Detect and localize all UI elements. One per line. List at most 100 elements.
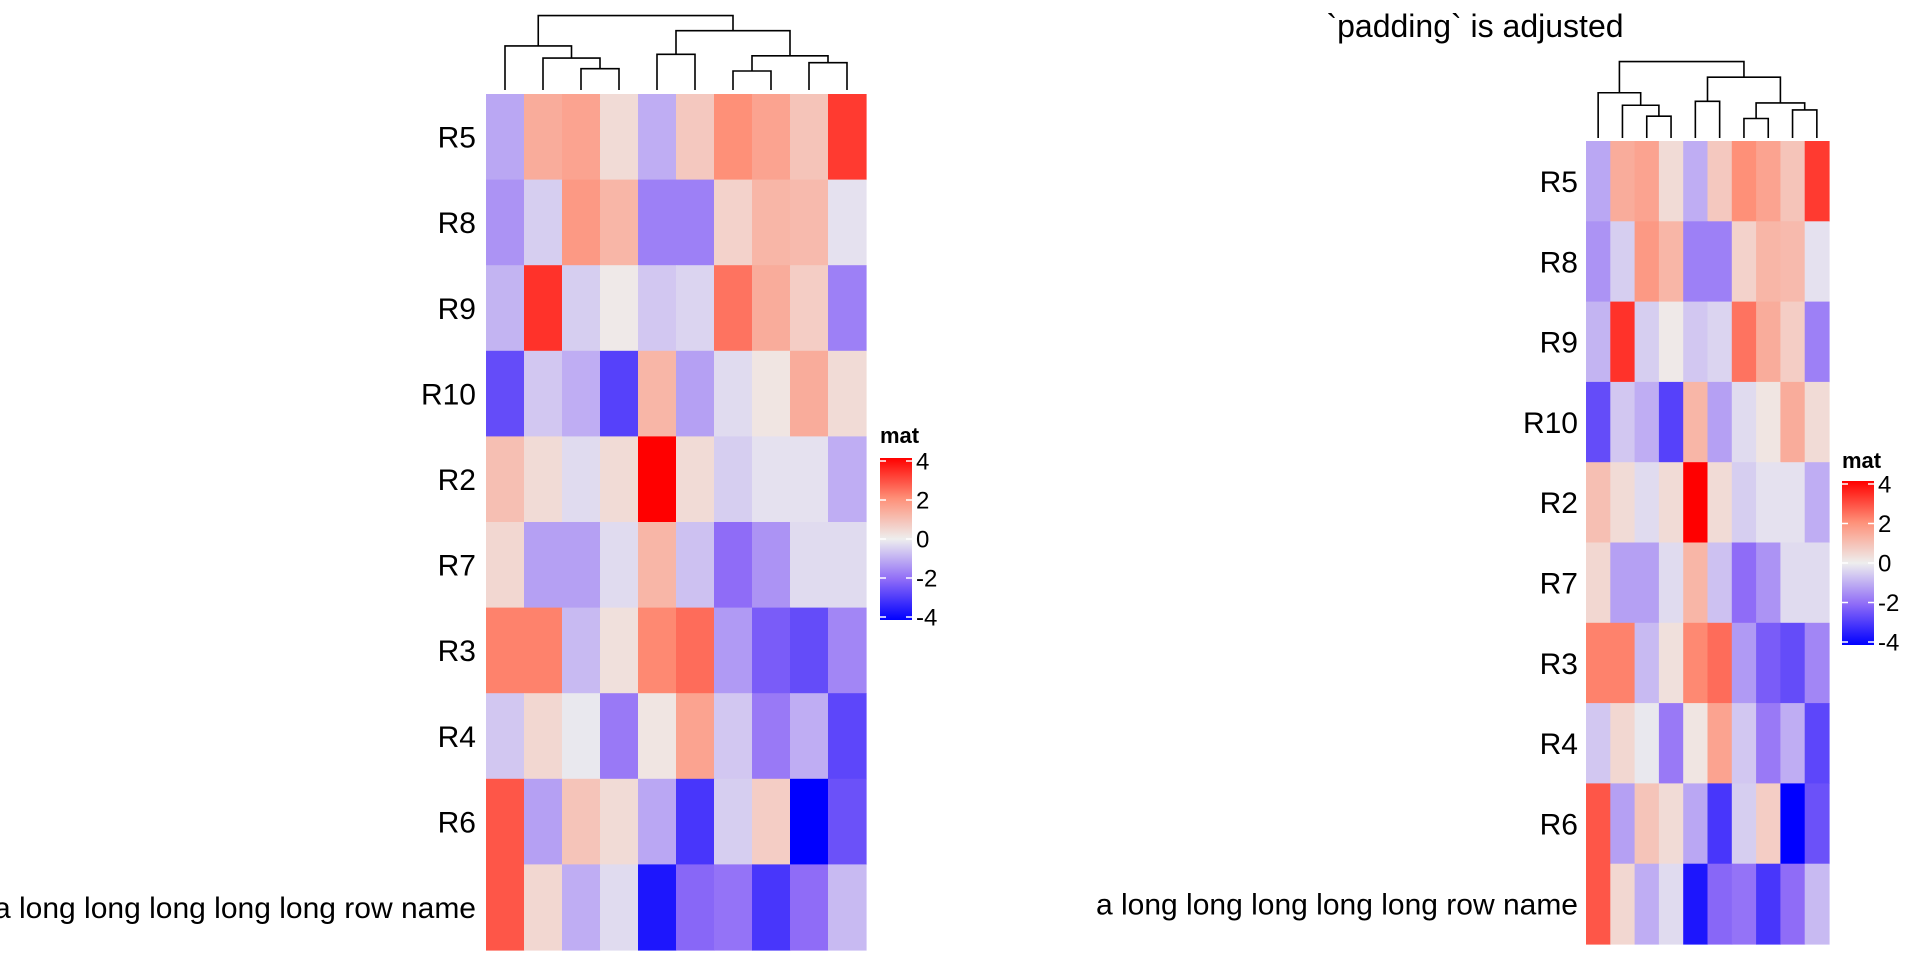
heatmap-cell [1756,542,1781,624]
heatmap-cell [1610,301,1636,383]
heatmap-cell [600,179,639,266]
heatmap-cell [1731,783,1757,865]
heatmap-cell [1658,381,1684,463]
heatmap-cell [752,350,791,437]
heatmap-cell [1658,462,1684,544]
heatmap-cell [638,94,677,181]
row-label: R2 [438,464,476,497]
heatmap-panel-2: R5 R8 R9 R10 R2 R7 R3 R4 R6 a long long long long… [1096,60,1899,945]
heatmap-cell [1804,703,1830,784]
heatmap-cell [1658,863,1684,945]
heatmap-cell [752,778,791,865]
row-label: R6 [1540,808,1578,841]
heatmap-cell [1707,542,1733,624]
heatmap-cell [524,693,563,780]
heatmap-cell [676,522,715,609]
heatmap-cell [1658,703,1684,784]
heatmap-cell [1634,863,1660,945]
heatmap-cell [638,778,677,865]
heatmap-cell [676,179,715,266]
heatmap-cell [752,265,791,352]
heatmap-cell [790,693,829,780]
heatmap-cell [676,693,715,780]
heatmap-cell [562,778,601,865]
heatmap-cell [638,693,677,780]
heatmap-cell [524,265,563,352]
row-label: R5 [438,122,476,155]
heatmap-cell [1804,141,1830,222]
heatmap-cell [562,607,601,694]
dendrogram-branch [1618,60,1745,93]
heatmap-cell [1586,221,1611,303]
heatmap-cell [1683,301,1709,383]
heatmap-cell [524,350,563,437]
row-label: R8 [438,207,476,240]
heatmap-cell [1634,141,1660,222]
heatmap-cell [524,436,563,523]
row-label: R10 [1523,407,1578,440]
legend-tick-label: 4 [1878,472,1891,499]
heatmap-cell [1683,221,1709,303]
heatmap-cell [1731,703,1757,784]
heatmap-cell [790,265,829,352]
heatmap-cell [1634,622,1660,704]
heatmap-cell [524,94,563,181]
heatmap-cell [486,778,525,865]
row-label: R7 [438,550,476,583]
heatmap-cell [714,607,753,694]
heatmap-cell [676,350,715,437]
row-label: R3 [1540,648,1578,681]
heatmap-cell [1780,301,1806,383]
heatmap-cell [1731,381,1757,463]
heatmap-cell [1634,301,1660,383]
row-label: a long long long long long row name [1096,889,1578,922]
heatmap-cell [1658,221,1684,303]
legend-tick-label: -2 [916,566,937,593]
heatmap-cell [752,94,791,181]
heatmap-cell [486,522,525,609]
row-label: R6 [438,806,476,839]
heatmap-cell [1756,863,1781,945]
heatmap-cell [676,607,715,694]
heatmap-cell [828,94,867,181]
heatmap-cell [752,522,791,609]
heatmap-cell [714,778,753,865]
heatmap-cell [828,265,867,352]
dendrogram-branch [656,53,696,90]
heatmap-cell [486,693,525,780]
heatmap-cell [828,436,867,523]
heatmap-cell [1707,703,1733,784]
heatmap-cell [1634,381,1660,463]
heatmap-cell [1586,622,1611,704]
heatmap-cell [1804,301,1830,383]
legend-tick-label: -4 [916,605,937,632]
heatmap-cell [676,436,715,523]
heatmap-cell [1780,221,1806,303]
row-label: R3 [438,635,476,668]
heatmap-cell [790,94,829,181]
heatmap-cell [1756,622,1781,704]
heatmap-cell [638,607,677,694]
heatmap-cell [1586,301,1611,383]
heatmap-cell [1610,221,1636,303]
heatmap-cell [1731,863,1757,945]
heatmap-cell [1780,381,1806,463]
heatmap-cell [1586,863,1611,945]
row-label: R2 [1540,487,1578,520]
heatmap-cell [790,179,829,266]
heatmap-cell [524,864,563,951]
heatmap-cell [600,436,639,523]
heatmap-cell [1731,301,1757,383]
dendrogram-branch [732,70,772,90]
heatmap-cell [638,350,677,437]
heatmap-cell [1804,863,1830,945]
heatmap-cell [1707,301,1733,383]
dendrogram-branch [580,67,620,90]
heatmap-cell [1756,462,1781,544]
heatmap-cell [1804,381,1830,463]
heatmap-cell [752,693,791,780]
heatmap-cell [1756,703,1781,784]
heatmap-cell [1756,221,1781,303]
heatmap-cell [1780,462,1806,544]
heatmap-cell [828,350,867,437]
